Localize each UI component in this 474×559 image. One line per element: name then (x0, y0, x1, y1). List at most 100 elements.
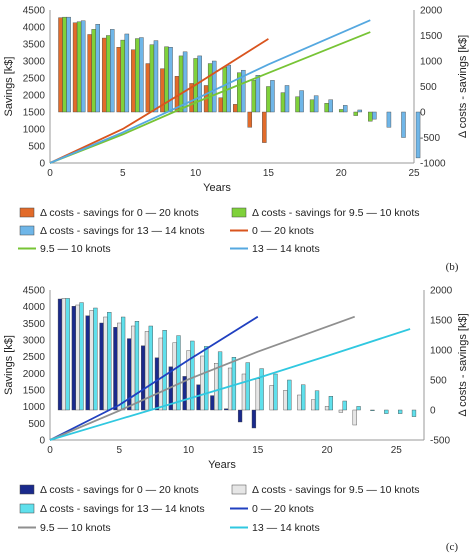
bar-2 (370, 409, 375, 412)
bar-1 (214, 363, 219, 411)
bar-2 (124, 33, 130, 113)
y2-tick-label: -500 (420, 133, 440, 144)
bar-1 (241, 373, 247, 411)
bar-2 (411, 409, 417, 417)
line-series-1 (49, 315, 356, 441)
bar-2 (357, 109, 363, 113)
x-tick-label: 20 (336, 168, 348, 179)
y2-tick-label: 2000 (420, 6, 443, 17)
x-tick-label: 20 (321, 445, 333, 456)
bar-2 (231, 357, 237, 411)
bar-1 (266, 86, 271, 113)
bar-2 (241, 69, 246, 113)
y2-axis-title: Δ costs - savings [k$] (457, 313, 469, 416)
y-tick-label: 1000 (23, 125, 46, 136)
bar-1 (352, 409, 357, 426)
legend-label: 9.5 — 10 knots (40, 522, 111, 534)
legend-label: 0 — 20 knots (252, 225, 314, 237)
bar-0 (218, 97, 223, 113)
y-tick-label: 4500 (23, 6, 46, 17)
bar-2 (415, 111, 421, 159)
bar-1 (353, 111, 358, 116)
y-tick-label: 1500 (23, 386, 46, 397)
bar-2 (313, 95, 319, 113)
bar-1 (135, 38, 140, 113)
bar-2 (284, 85, 290, 113)
bar-1 (338, 109, 344, 113)
bar-2 (273, 373, 278, 411)
y-tick-label: 3000 (23, 57, 46, 68)
bar-1 (324, 103, 329, 113)
y-tick-label: 3500 (23, 40, 46, 51)
legend-swatch (19, 484, 35, 495)
bar-2 (287, 379, 292, 411)
legend-swatch (19, 225, 35, 236)
y2-axis-title: Δ costs - savings [k$] (457, 35, 469, 138)
bar-2 (342, 400, 347, 411)
bar-0 (262, 111, 267, 143)
bar-0 (196, 384, 201, 411)
bar-1 (309, 99, 315, 113)
y-tick-label: 4500 (23, 286, 46, 297)
bar-2 (328, 99, 333, 113)
bar-1 (178, 55, 184, 113)
x-tick-label: 10 (183, 445, 195, 456)
bar-1 (283, 390, 288, 411)
legend-label: 9.5 — 10 knots (40, 243, 111, 255)
x-tick-label: 5 (116, 445, 122, 456)
bar-2 (328, 396, 334, 411)
bar-1 (117, 322, 122, 411)
bar-2 (384, 409, 389, 414)
bar-2 (134, 321, 140, 411)
bar-1 (91, 29, 96, 113)
y-tick-label: 3000 (23, 336, 46, 347)
bar-0 (71, 306, 76, 411)
bar-1 (338, 409, 344, 413)
y-tick-label: 2500 (23, 74, 46, 85)
bar-2 (259, 368, 264, 411)
bar-1 (280, 92, 286, 113)
bar-2 (120, 316, 126, 411)
bar-1 (297, 394, 302, 411)
bar-2 (270, 80, 275, 113)
bar-2 (93, 307, 98, 411)
y-axis-title: Savings [k$] (3, 335, 15, 395)
bar-2 (217, 351, 223, 411)
bar-2 (153, 40, 159, 113)
panel-label: (b) (446, 261, 459, 273)
line-series-0 (49, 315, 259, 441)
line-series-2 (49, 19, 371, 164)
chart-panel-c: 050010001500200025003000350040004500-500… (3, 286, 469, 554)
y-tick-label: 3500 (23, 319, 46, 330)
y2-tick-label: 1500 (430, 316, 453, 327)
x-axis-title: Years (203, 182, 231, 194)
legend-label: Δ costs - savings for 13 — 14 knots (40, 225, 205, 237)
y-tick-label: 0 (39, 159, 45, 170)
bar-2 (386, 111, 392, 128)
y2-tick-label: 500 (430, 376, 447, 387)
bar-2 (356, 406, 361, 411)
y2-tick-label: 2000 (430, 286, 453, 297)
x-tick-label: 0 (47, 168, 53, 179)
bar-0 (99, 322, 104, 411)
bar-2 (372, 111, 377, 120)
bar-1 (89, 310, 94, 411)
panel-label: (c) (446, 541, 459, 553)
y2-tick-label: -1000 (420, 159, 446, 170)
bar-0 (247, 111, 253, 128)
bar-0 (224, 408, 229, 411)
chart-panel-b: 050010001500200025003000350040004500-100… (3, 6, 469, 274)
bar-0 (85, 315, 90, 411)
bar-2 (107, 312, 112, 411)
bar-0 (72, 22, 78, 113)
x-tick-label: 15 (252, 445, 264, 456)
bar-1 (149, 44, 155, 113)
y-tick-label: 500 (28, 142, 45, 153)
bar-2 (79, 302, 84, 411)
bar-1 (75, 304, 80, 411)
bar-2 (168, 47, 173, 113)
legend-label: 0 — 20 knots (252, 503, 314, 515)
bar-2 (245, 362, 250, 411)
